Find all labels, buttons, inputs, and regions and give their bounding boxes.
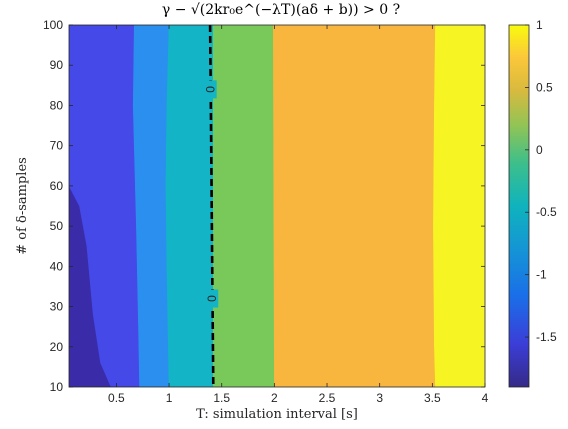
- y-tick-label-8: 90: [50, 58, 64, 72]
- y-tick-label-9: 100: [43, 18, 63, 32]
- x-tick-label-7: 4: [482, 391, 489, 405]
- y-tick-label-5: 60: [50, 179, 64, 193]
- colorbar-tick-label-3: 0: [536, 143, 543, 157]
- y-tick-label-7: 80: [50, 98, 64, 112]
- x-tick-label-1: 1: [166, 391, 173, 405]
- y-tick-label-6: 70: [50, 139, 64, 153]
- contour-label-0: 0: [204, 86, 218, 93]
- y-tick-label-3: 40: [50, 259, 64, 273]
- colorbar-tick-label-0: -1.5: [536, 330, 557, 344]
- y-axis: 10 20 30 40 50 60 70 80 90 100: [43, 18, 485, 394]
- colorbar-gradient: [508, 24, 530, 388]
- x-tick-label-4: 2.5: [319, 391, 336, 405]
- x-tick-label-3: 2: [271, 391, 278, 405]
- y-tick-label-1: 20: [50, 340, 64, 354]
- y-tick-label-4: 50: [50, 219, 64, 233]
- contour-band-2: [132, 25, 170, 387]
- contour-band-1: [69, 25, 140, 387]
- x-tick-label-0: 0.5: [108, 391, 125, 405]
- colorbar-tick-label-2: -0.5: [536, 205, 557, 219]
- contour-label-bg-0: [204, 80, 217, 99]
- x-axis: 0.5 1 1.5 2 2.5 3 3.5 4: [108, 25, 489, 405]
- x-tick-label-5: 3: [376, 391, 383, 405]
- colorbar-tick-label-4: 0.5: [536, 80, 553, 94]
- contour-band-4: [213, 25, 275, 387]
- y-axis-label: # of δ-samples: [15, 157, 30, 255]
- y-tick-label-2: 30: [50, 300, 64, 314]
- colorbar-tick-label-1: -1: [536, 268, 547, 282]
- x-tick-label-2: 1.5: [213, 391, 230, 405]
- chart-title: γ − √(2kr₀e^(−λT)(aδ + b)) > 0 ?: [162, 2, 400, 18]
- zero-contour: 00: [204, 25, 219, 387]
- contour-band-5: [272, 25, 436, 387]
- contour-band-6: [433, 25, 485, 387]
- x-axis-label: T: simulation interval [s]: [196, 407, 358, 422]
- contour-label-bg-1: [206, 289, 219, 308]
- colorbar: -1.5 -1 -0.5 0 0.5 1: [508, 18, 557, 388]
- colorbar-tick-label-5: 1: [536, 18, 543, 32]
- contour-band-3: [165, 25, 214, 387]
- plot-frame: [68, 24, 486, 388]
- colorbar-ticks: -1.5 -1 -0.5 0 0.5 1: [525, 18, 557, 344]
- y-tick-label-0: 10: [50, 380, 64, 394]
- contour-label-1: 0: [205, 295, 219, 302]
- x-tick-label-6: 3.5: [424, 391, 441, 405]
- contour-bands: [69, 25, 485, 387]
